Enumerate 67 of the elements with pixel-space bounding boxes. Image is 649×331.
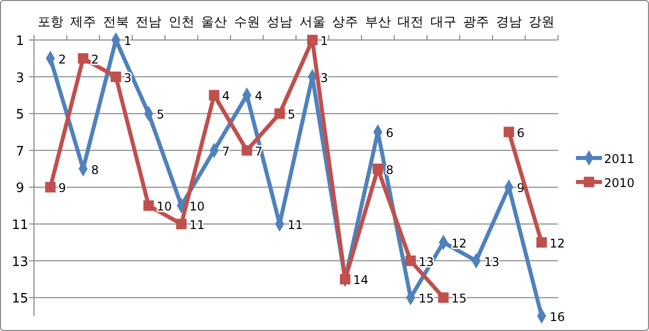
y-tick-label: 5 [16, 108, 24, 123]
x-tick-label: 전남 [136, 15, 162, 30]
x-tick-label: 광주 [463, 15, 490, 30]
x-tick-label: 부산 [364, 15, 391, 30]
point [45, 182, 56, 192]
data-label: 2 [91, 52, 99, 66]
data-label: 6 [516, 126, 525, 140]
point [536, 237, 547, 248]
y-tick-label: 1 [16, 34, 24, 49]
x-tick-label: 강원 [528, 15, 555, 30]
data-label: 14 [353, 273, 368, 288]
x-tick-label: 인천 [168, 15, 194, 30]
data-label: 1 [320, 34, 328, 48]
x-tick-label: 제주 [70, 15, 96, 30]
legend-label: 2010 [604, 176, 635, 190]
data-label: 6 [386, 126, 394, 140]
x-tick-label: 상주 [332, 15, 358, 30]
x-tick-label: 성남 [266, 15, 293, 30]
data-label: 16 [550, 310, 565, 324]
point [307, 34, 318, 46]
x-tick-label: 경남 [496, 15, 522, 30]
data-label: 3 [320, 70, 328, 85]
data-label: 8 [91, 162, 99, 177]
y-tick-label: 13 [12, 254, 28, 270]
data-label: 12 [550, 236, 565, 250]
y-tick-label: 9 [16, 181, 24, 196]
point [372, 164, 384, 174]
data-label: 2 [58, 52, 66, 66]
legend-label: 2011 [604, 152, 635, 166]
point [242, 145, 252, 156]
point [438, 292, 449, 303]
point [176, 218, 187, 230]
data-label: 11 [189, 218, 205, 232]
point [340, 274, 350, 284]
data-label: 13 [484, 254, 500, 269]
x-tick-label: 포항 [37, 15, 64, 30]
data-label: 10 [189, 200, 205, 214]
point [274, 108, 285, 119]
y-tick-label: 7 [16, 144, 24, 160]
data-label: 11 [288, 218, 303, 232]
point [405, 256, 416, 266]
x-tick-label: 전북 [102, 15, 129, 30]
data-label: 3 [124, 70, 132, 85]
x-tick-label: 서울 [299, 15, 326, 30]
data-label: 15 [451, 292, 467, 306]
x-tick-label: 수원 [234, 15, 260, 30]
data-label: 4 [254, 89, 263, 104]
point [78, 53, 88, 64]
y-tick-label: 15 [12, 292, 28, 307]
y-tick-label: 11 [12, 218, 28, 233]
point [208, 90, 220, 100]
point [504, 126, 514, 138]
data-label: 5 [156, 108, 164, 122]
data-label: 1 [124, 34, 132, 48]
data-label: 7 [222, 144, 230, 158]
data-label: 10 [156, 200, 172, 214]
data-label: 4 [222, 89, 230, 104]
x-tick-label: 대구 [430, 15, 456, 30]
point [143, 200, 154, 211]
point [110, 72, 122, 82]
data-label: 5 [288, 108, 296, 122]
data-label: 9 [58, 181, 66, 196]
x-tick-label: 울산 [201, 15, 228, 30]
data-label: 15 [418, 292, 434, 306]
data-label: 12 [451, 236, 467, 250]
x-tick-label: 대전 [398, 15, 424, 30]
y-tick-label: 3 [16, 70, 24, 86]
